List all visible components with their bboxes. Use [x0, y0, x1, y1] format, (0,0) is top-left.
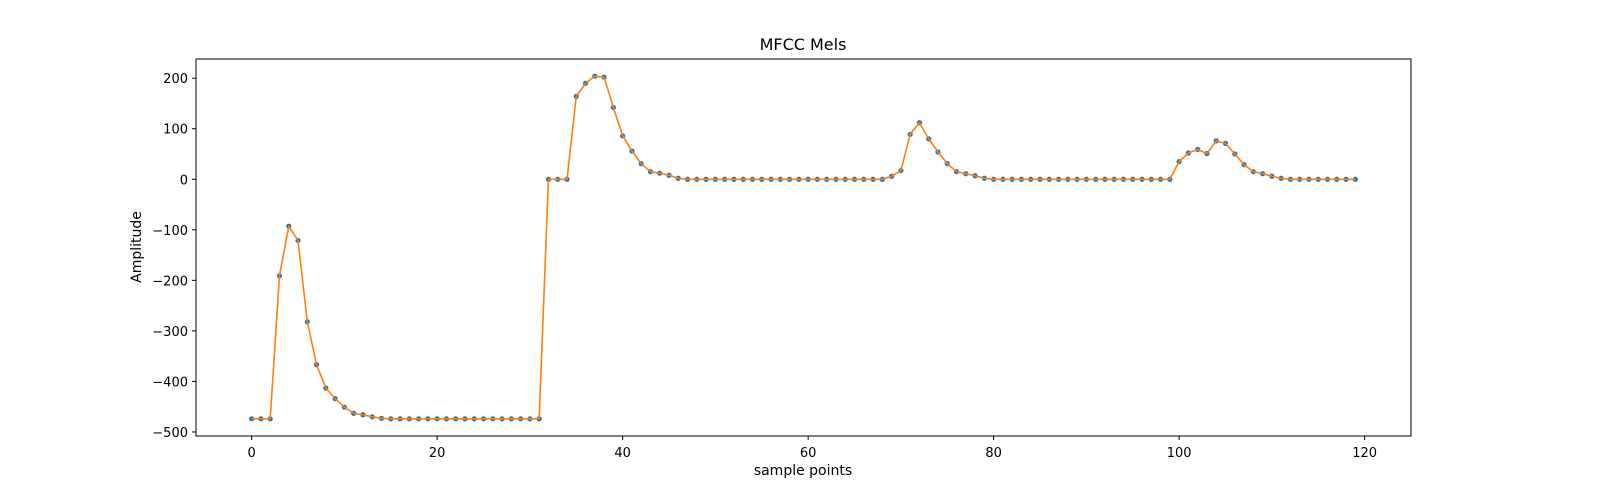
y-tick-label: 200 [163, 72, 188, 87]
x-tick-label: 40 [614, 446, 631, 461]
x-tick-label: 20 [429, 446, 446, 461]
y-tick-label: 100 [163, 123, 188, 138]
x-axis-label: sample points [754, 463, 852, 479]
x-tick-label: 80 [985, 446, 1002, 461]
y-tick-label: −100 [152, 224, 188, 239]
chart-title: MFCC Mels [760, 35, 847, 54]
series-line [251, 75, 1356, 420]
y-tick-label: 0 [180, 173, 188, 188]
y-tick-label: −500 [152, 426, 188, 441]
x-tick-label: 100 [1167, 446, 1192, 461]
plot-area [249, 73, 1358, 422]
y-axis-label: Amplitude [129, 211, 145, 283]
x-tick-label: 60 [800, 446, 817, 461]
axes: 0 20 40 60 80 100 120 −500 −400 −300 −200 −100 0 100 2… [152, 58, 1412, 461]
axes-frame [195, 58, 1412, 437]
y-tick-label: −300 [152, 325, 188, 340]
x-tick-label: 0 [248, 446, 256, 461]
y-tick-label: −200 [152, 274, 188, 289]
series-markers [249, 73, 1358, 422]
x-tick-label: 120 [1352, 446, 1377, 461]
y-tick-label: −400 [152, 375, 188, 390]
